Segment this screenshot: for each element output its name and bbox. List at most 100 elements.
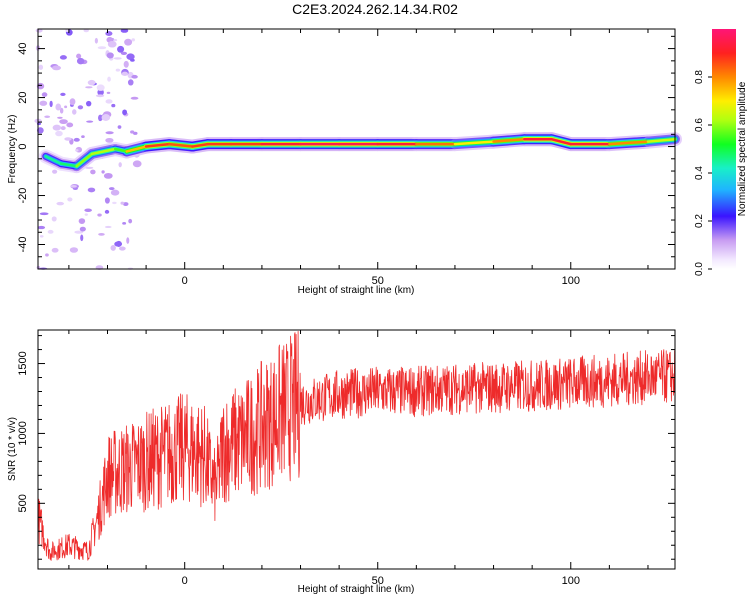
spectrogram-noise-blob	[113, 57, 122, 60]
spectrogram-noise-blob	[47, 229, 54, 234]
snr-series	[37, 330, 676, 561]
spectrogram-noise-blob	[74, 230, 84, 234]
spectrogram-noise-blob	[87, 79, 96, 86]
spectrogram-noise-blob	[69, 247, 79, 253]
spectrogram-noise-blob	[37, 225, 46, 230]
spectrogram-noise-blob	[60, 92, 66, 96]
spectrogram-band-segment	[75, 152, 94, 168]
spectrogram-noise-blob	[106, 52, 114, 59]
snr-ytick-label: 500	[17, 494, 29, 512]
spec-ytick-label: 20	[17, 91, 29, 103]
snr-ytick-label: 1500	[17, 351, 29, 375]
spectrogram-noise-blob	[52, 124, 62, 131]
spectrogram-noise-blob	[105, 31, 113, 36]
spectrogram-noise-blob	[84, 213, 88, 216]
snr-y-label: SNR (10 * v/v)	[7, 417, 18, 481]
spectrogram-noise-blob	[101, 170, 105, 174]
spectrogram-noise-blob	[81, 135, 85, 139]
spectrogram-noise-blob	[96, 84, 105, 91]
spectrogram-band-segment	[59, 162, 78, 168]
spectrogram-band-segment	[453, 140, 495, 146]
snr-panel: 0 50 100 500 1000 1500 Height of straight lin…	[7, 329, 676, 595]
spectrogram-x-label: Height of straight line (km)	[298, 285, 415, 296]
spec-xtick-label: 0	[182, 275, 188, 287]
spectrogram-noise-blob	[131, 38, 135, 42]
colorbar-ticks: 0.0 0.2 0.4 0.6 0.8	[694, 70, 712, 276]
spectrogram-noise-blob	[107, 76, 111, 82]
snr-xtick-label: 50	[372, 575, 384, 587]
spectrogram-noise-blob	[55, 103, 62, 111]
spectrogram-noise-blob	[132, 160, 142, 168]
spectrogram-noise-blob	[36, 127, 44, 134]
snr-background	[38, 330, 675, 569]
spectrogram-heatmap	[34, 28, 682, 271]
spectrogram-noise-blob	[95, 94, 105, 98]
spectrogram-noise-blob	[98, 233, 105, 236]
spectrogram-noise-blob	[97, 213, 102, 217]
spectrogram-noise-blob	[98, 114, 103, 122]
spectrogram-noise-blob	[76, 57, 85, 65]
snr-line	[37, 330, 676, 561]
spec-ytick-label: 40	[17, 42, 29, 54]
spectrogram-band-segment	[113, 147, 129, 153]
colorbar-tick-label: 0.0	[694, 262, 705, 276]
figure-title: C2E3.2024.262.14.34.R02	[292, 1, 458, 17]
spectrogram-noise-blob	[56, 201, 65, 206]
spectrogram-noise-blob	[122, 222, 127, 225]
spectrogram-noise-blob	[117, 45, 125, 53]
spectrogram-noise-blob	[105, 137, 114, 143]
spectrogram-noise-blob	[119, 246, 126, 251]
spectrogram-frame	[37, 28, 676, 270]
spectrogram-noise-blob	[106, 91, 111, 95]
spectrogram-band-segment	[168, 142, 194, 148]
spectrogram-noise-blob	[51, 247, 59, 253]
spectrogram-noise-blob	[122, 109, 128, 116]
spectrogram-noise-blob	[77, 105, 84, 110]
spectrogram-noise-blob	[51, 216, 57, 222]
spectrogram-noise-blob	[115, 68, 121, 72]
spectrogram-band-segment	[646, 137, 677, 143]
spec-ytick-label: -40	[17, 237, 29, 253]
spec-ytick-label: 0	[17, 143, 29, 149]
spectrogram-noise-blob	[52, 65, 61, 71]
spectrogram-noise-blob	[121, 71, 129, 76]
colorbar-tick-label: 0.6	[694, 118, 705, 132]
spectrogram-noise-blob	[103, 172, 113, 179]
spectrogram-ticks: 0 50 100 -40 -20 0 20 40	[17, 29, 675, 287]
spectrogram-noise-blob	[84, 166, 94, 169]
spectrogram-noise-blob	[127, 79, 134, 86]
spectrogram-noise-blob	[87, 187, 96, 193]
spec-xtick-label: 100	[562, 275, 580, 287]
colorbar-label: Normalized spectral amplitude	[737, 81, 748, 216]
spectrogram-noise-blob	[124, 38, 133, 46]
spectrogram-noise-blob	[66, 122, 74, 128]
spectrogram-noise-blob	[120, 28, 129, 33]
spectrogram-noise-blob	[128, 218, 133, 224]
spectrogram-noise-blob	[110, 244, 116, 251]
spectrogram-noise-blob	[39, 235, 44, 238]
spectrogram-noise-blob	[44, 115, 51, 119]
spectrogram-noise-blob	[104, 225, 112, 228]
spectrogram-noise-blob	[104, 197, 110, 204]
spectrogram-noise-blob	[126, 237, 130, 244]
spectrogram-panel: 0 50 100 -40 -20 0 20 40 Height of straight lin…	[7, 28, 682, 296]
spectrogram-noise-blob	[49, 100, 53, 108]
spectrogram-band-segment	[144, 142, 171, 148]
spectrogram-noise-blob	[105, 99, 113, 104]
snr-x-label: Height of straight line (km)	[298, 584, 415, 595]
spectrogram-noise-blob	[112, 201, 117, 205]
spectrogram-noise-blob	[79, 226, 86, 232]
spectrogram-noise-blob	[36, 122, 42, 126]
spectrogram-noise-blob	[70, 184, 77, 188]
spectrogram-noise-blob	[104, 209, 110, 214]
colorbar-tick-label: 0.4	[694, 166, 705, 180]
spectrogram-y-label: Frequency (Hz)	[7, 115, 18, 184]
spectrogram-noise-blob	[107, 40, 117, 48]
spectrogram-noise-blob	[76, 53, 82, 59]
spectrogram-noise-blob	[80, 234, 84, 242]
spectrogram-noise-blob	[64, 137, 72, 141]
spectrogram-noise-blob	[52, 169, 58, 174]
spectrogram-band-segment	[492, 137, 526, 143]
spectrogram-band-segment	[550, 137, 573, 146]
spectrogram-noise-blob	[64, 105, 68, 109]
